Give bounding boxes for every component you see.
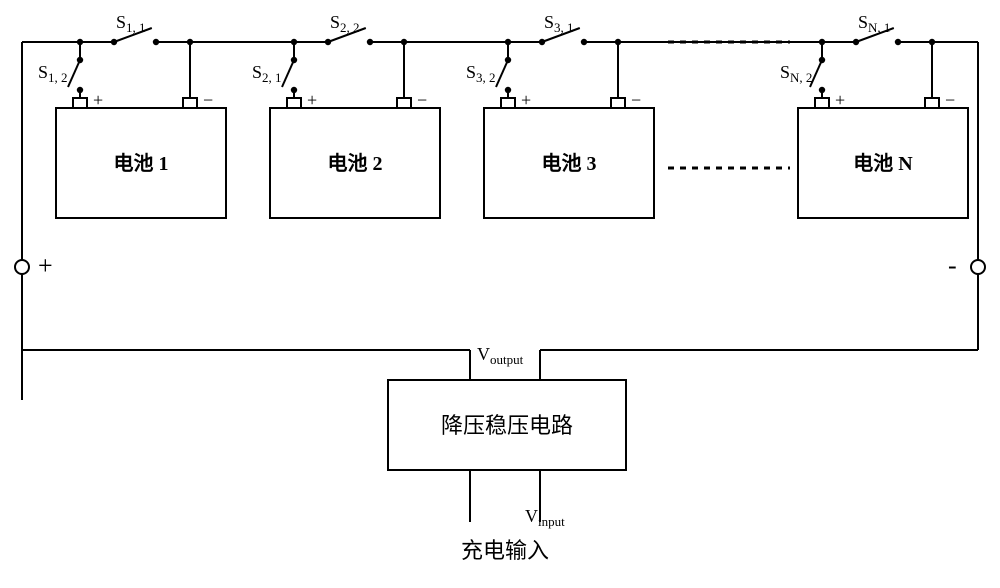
svg-text:S2, 2: S2, 2 xyxy=(330,12,360,35)
svg-text:+: + xyxy=(38,251,53,280)
svg-text:−: − xyxy=(945,90,955,110)
svg-text:电池 2: 电池 2 xyxy=(328,152,383,175)
svg-text:−: − xyxy=(417,90,427,110)
svg-text:S1, 1: S1, 1 xyxy=(116,12,146,35)
svg-text:−: − xyxy=(203,90,213,110)
svg-text:Vinput: Vinput xyxy=(525,506,565,529)
svg-text:+: + xyxy=(93,90,103,110)
svg-text:充电输入: 充电输入 xyxy=(461,538,549,563)
svg-text:S3, 1: S3, 1 xyxy=(544,12,574,35)
svg-text:+: + xyxy=(521,90,531,110)
svg-text:−: − xyxy=(631,90,641,110)
svg-text:SN, 2: SN, 2 xyxy=(780,62,812,85)
svg-text:S2, 1: S2, 1 xyxy=(252,62,282,85)
svg-text:S1, 2: S1, 2 xyxy=(38,62,68,85)
svg-text:S3, 2: S3, 2 xyxy=(466,62,496,85)
svg-text:电池 3: 电池 3 xyxy=(542,152,597,175)
svg-text:电池 1: 电池 1 xyxy=(114,152,169,175)
svg-text:+: + xyxy=(835,90,845,110)
svg-text:电池 N: 电池 N xyxy=(853,152,913,175)
svg-text:Voutput: Voutput xyxy=(477,344,524,367)
svg-text:-: - xyxy=(948,251,957,280)
svg-text:降压稳压电路: 降压稳压电路 xyxy=(441,413,573,438)
svg-text:SN, 1: SN, 1 xyxy=(858,12,890,35)
svg-text:+: + xyxy=(307,90,317,110)
